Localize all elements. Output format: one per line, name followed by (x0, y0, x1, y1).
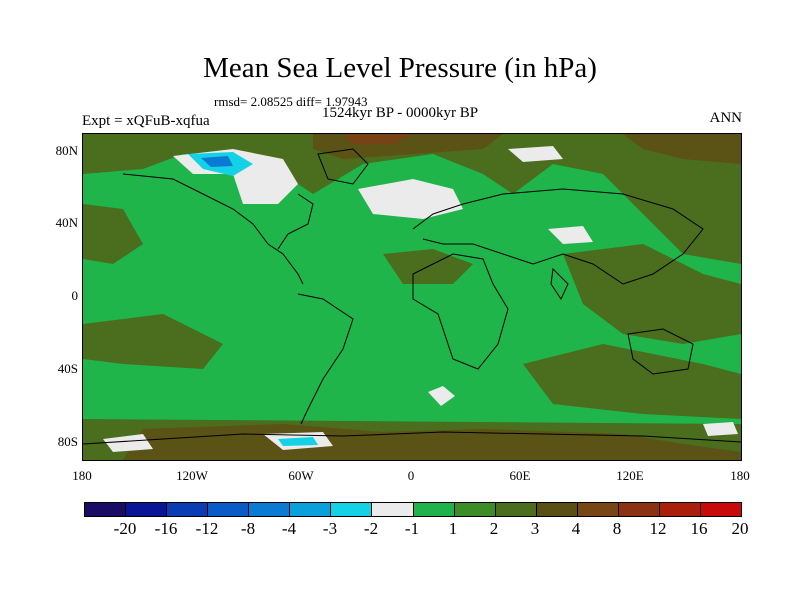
coastline-greenland (317, 148, 369, 185)
coastline-antarctica (83, 431, 741, 445)
colorbar-box (126, 503, 168, 516)
colorbar-box (659, 503, 701, 516)
colorbar-tick-label: 8 (612, 519, 622, 538)
colorbar-box (167, 503, 209, 516)
period-label: 1524kyr BP - 0000kyr BP (322, 105, 479, 121)
lat-tick-0: 0 (71, 288, 79, 303)
anomaly-region-negative (278, 437, 318, 446)
lon-tick-0: 0 (407, 468, 415, 483)
colorbar-tick-label: -20 (113, 519, 137, 538)
colorbar-tick-label: -1 (404, 519, 420, 538)
colorbar-tick-label: 3 (530, 519, 540, 538)
colorbar-tick-label: -4 (281, 519, 297, 538)
map-canvas (83, 134, 741, 460)
anomaly-region-3 (523, 344, 741, 419)
coastline-india (550, 267, 569, 301)
colorbar-tick-label: 2 (489, 519, 499, 538)
colorbar-tick-label: -12 (195, 519, 219, 538)
colorbar-tick-label: -8 (240, 519, 256, 538)
colorbar-box (454, 503, 496, 516)
anomaly-region-negative (201, 156, 233, 167)
lat-tick-40n: 40N (55, 215, 78, 230)
anomaly-region-3 (83, 314, 223, 369)
anomaly-region-3 (563, 244, 741, 344)
season-label: ANN (709, 110, 743, 126)
colorbar-box (331, 503, 373, 516)
anomaly-region-neutral (508, 146, 563, 162)
colorbar-box (577, 503, 619, 516)
anomaly-region-neutral (358, 179, 463, 219)
colorbar-tick-label: 20 (731, 519, 749, 538)
colorbar-box (536, 503, 578, 516)
rmsd-diff-stats: rmsd= 2.08525 diff= 1.97943 (214, 94, 368, 109)
colorbar (84, 502, 742, 517)
colorbar-box (700, 503, 741, 516)
colorbar-tick-label: 12 (649, 519, 667, 538)
lon-tick-60e: 60E (509, 468, 531, 483)
colorbar-tick-label: 16 (690, 519, 708, 538)
colorbar-box (85, 503, 127, 516)
coastline-africa (412, 253, 509, 370)
anomaly-region-3 (83, 204, 143, 264)
coastline-australia (627, 328, 694, 375)
colorbar-tick-label: -16 (154, 519, 178, 538)
colorbar-box (372, 503, 414, 516)
anomaly-region-4 (623, 134, 741, 164)
lat-tick-40s: 40S (57, 361, 78, 376)
lon-tick-60w: 60W (288, 468, 314, 483)
plot-title: Mean Sea Level Pressure (in hPa) (203, 52, 597, 84)
colorbar-tick-label: -3 (322, 519, 338, 538)
coastline-north-america (122, 173, 304, 285)
colorbar-box (290, 503, 332, 516)
anomaly-region-neutral (428, 386, 455, 406)
pressure-map (82, 133, 742, 461)
lon-tick-120w: 120W (176, 468, 208, 483)
coastline-south-america (297, 293, 354, 425)
anomaly-region-3 (83, 134, 741, 264)
anomaly-region-neutral (103, 434, 153, 452)
anomaly-region-neutral (548, 226, 593, 244)
lat-tick-80n: 80N (55, 143, 78, 158)
anomaly-region-neutral (703, 422, 738, 436)
colorbar-box (618, 503, 660, 516)
lon-tick-180e: 180 (730, 468, 750, 483)
colorbar-tick-label: 1 (448, 519, 458, 538)
lat-tick-80s: 80S (57, 434, 78, 449)
colorbar-box (208, 503, 250, 516)
experiment-label: Expt = xQFuB-xqfua (82, 113, 210, 129)
lon-tick-180w: 180 (72, 468, 92, 483)
colorbar-tick-label: -2 (363, 519, 379, 538)
coastline-north-america-east (277, 193, 314, 250)
colorbar-box (249, 503, 291, 516)
colorbar-box (495, 503, 537, 516)
lon-tick-120e: 120E (616, 468, 644, 483)
coastline-europe-asia (412, 188, 704, 285)
colorbar-box (413, 503, 455, 516)
colorbar-tick-label: 4 (571, 519, 581, 538)
anomaly-region-4 (123, 424, 741, 460)
anomaly-region-8 (343, 134, 413, 144)
